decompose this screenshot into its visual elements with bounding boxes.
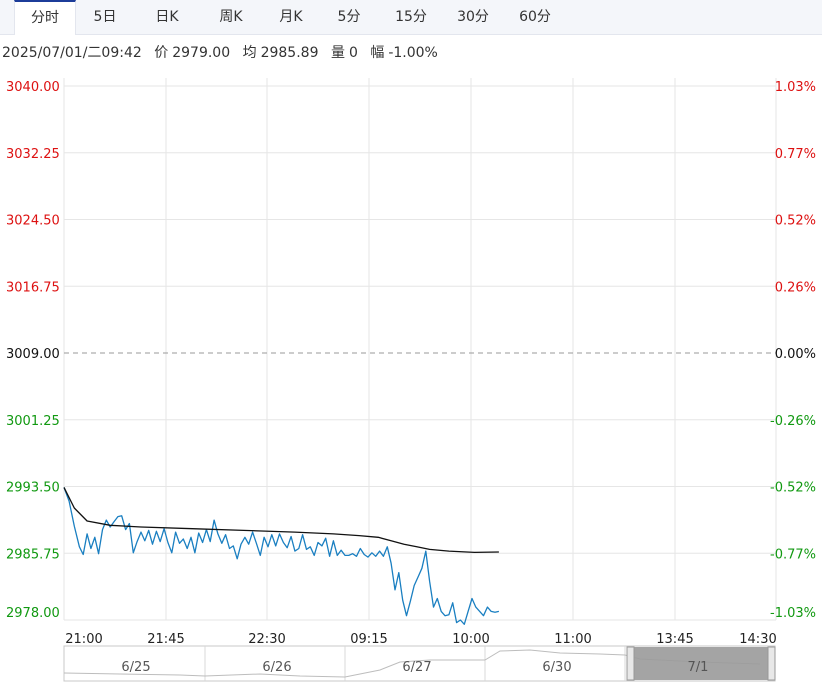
avg-price-line: [63, 487, 499, 554]
y-tick-label: 2993.50: [6, 481, 60, 496]
intraday-chart: 3040.00 1.03% 3032.25 0.77% 3024.50 0.52% 3016…: [6, 78, 816, 682]
pct-tick-label: -1.03%: [770, 606, 816, 621]
tab-3[interactable]: 周K: [219, 9, 243, 25]
tab-5[interactable]: 5分: [337, 9, 361, 25]
navigator-selection[interactable]: [634, 647, 768, 680]
pct-tick-label: -0.26%: [770, 414, 816, 429]
x-tick-label: 21:00: [65, 632, 102, 647]
y-tick-label: 3032.25: [6, 147, 60, 162]
tab-7[interactable]: 30分: [457, 9, 489, 25]
y-tick-label: 3024.50: [6, 214, 60, 229]
period-tabs: 分时 5日 日K 周K 月K 5分 15分 30分 60分: [0, 0, 822, 35]
quote-price-label: 价: [154, 45, 169, 61]
navigator-date-label: 6/30: [542, 660, 571, 675]
quote-avg-label: 均: [242, 45, 257, 61]
y-tick-label: 3016.75: [6, 280, 60, 295]
tab-8[interactable]: 60分: [519, 9, 551, 25]
navigator-date-label: 6/27: [402, 660, 431, 675]
navigator-date-label: 6/25: [121, 660, 150, 675]
navigator-minimap-line: [63, 649, 761, 678]
quote-chg: -1.00%: [388, 45, 438, 61]
tab-0[interactable]: 分时: [14, 0, 76, 35]
pct-tick-label: -0.77%: [770, 547, 816, 562]
quote-price: 2979.00: [172, 45, 231, 61]
pct-tick-label: 0.77%: [775, 147, 816, 162]
pct-tick-label: 0.52%: [775, 214, 816, 229]
price-line: [63, 487, 500, 625]
navigator-handle-left[interactable]: [626, 646, 635, 681]
navigator-date-label: 7/1: [688, 660, 709, 675]
x-tick-label: 13:45: [656, 632, 693, 647]
y-tick-label: 2985.75: [6, 547, 60, 562]
tab-2[interactable]: 日K: [155, 9, 179, 25]
quote-avg: 2985.89: [260, 45, 319, 61]
x-tick-label: 09:15: [350, 632, 387, 647]
x-tick-label: 22:30: [248, 632, 285, 647]
y-tick-label: 3009.00: [6, 347, 60, 362]
x-tick-label: 21:45: [147, 632, 184, 647]
y-tick-label: 3040.00: [6, 80, 60, 95]
pct-tick-label: 1.03%: [775, 80, 816, 95]
x-tick-label: 10:00: [452, 632, 489, 647]
navigator-handle-right[interactable]: [767, 646, 776, 681]
tab-1[interactable]: 5日: [93, 9, 117, 25]
x-tick-label: 11:00: [554, 632, 591, 647]
x-tick-label: 14:30: [739, 632, 776, 647]
navigator-date-label: 6/26: [262, 660, 291, 675]
pct-tick-label: -0.52%: [770, 481, 816, 496]
tab-6[interactable]: 15分: [395, 9, 427, 25]
quote-vol: 0: [348, 45, 358, 61]
pct-tick-label: 0.26%: [775, 280, 816, 295]
quote-datetime: 2025/07/01/二09:42: [2, 45, 142, 61]
quote-chg-label: 幅: [370, 45, 385, 61]
y-tick-label: 2978.00: [6, 606, 60, 621]
y-tick-label: 3001.25: [6, 414, 60, 429]
tab-4[interactable]: 月K: [279, 9, 303, 25]
quote-vol-label: 量: [330, 45, 345, 61]
pct-tick-label: 0.00%: [775, 347, 816, 362]
